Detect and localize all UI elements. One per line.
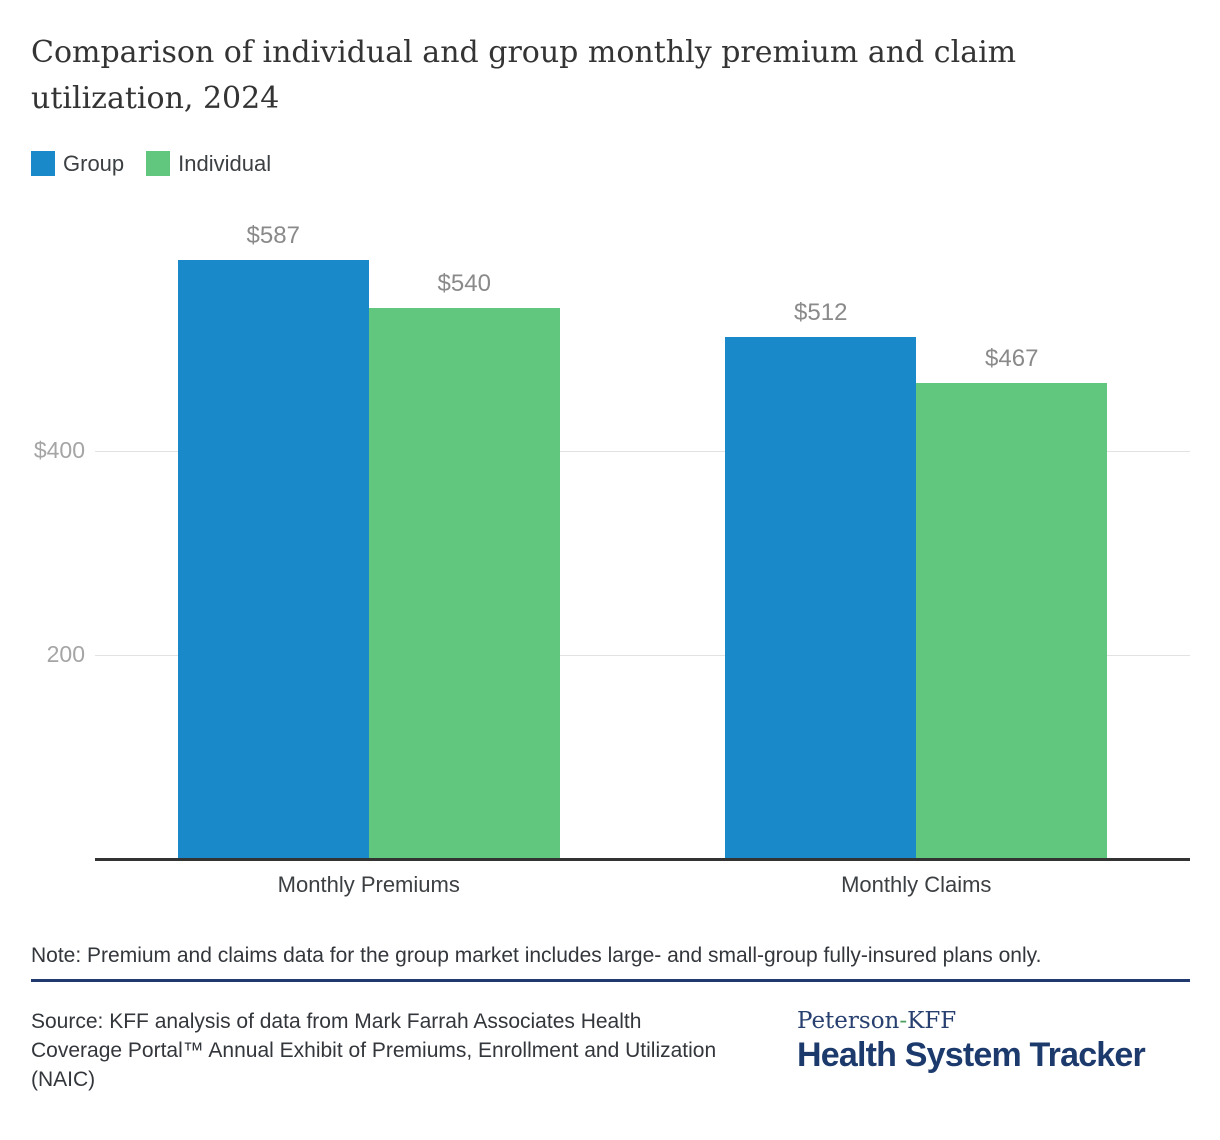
gridline-200: [95, 654, 1190, 656]
bar-value-label: $587: [246, 222, 300, 250]
bar-individual-1: [916, 382, 1108, 859]
divider-rule: [31, 979, 1190, 982]
bar-group-1: [725, 336, 917, 859]
legend-item-individual: Individual: [146, 151, 271, 176]
bar-chart: 200 $400 $587 $540 Monthly Premiums $512 $467 M…: [33, 222, 1190, 897]
chart-legend: Group Individual: [31, 151, 271, 176]
brand-peterson: Peterson: [797, 1008, 900, 1034]
brand-peterson-kff: Peterson-KFF: [797, 1008, 1145, 1034]
y-axis-tick-400: $400: [33, 437, 85, 463]
chart-source: Source: KFF analysis of data from Mark F…: [31, 1010, 717, 1091]
x-axis-label-0: Monthly Premiums: [277, 872, 460, 897]
x-axis-line: [95, 857, 1190, 861]
bar-group-0: [177, 260, 369, 859]
brand-health-system-tracker: Health System Tracker: [797, 1036, 1146, 1074]
x-axis-label-1: Monthly Claims: [841, 872, 992, 897]
y-axis-tick-200: 200: [46, 641, 85, 667]
legend-item-group: Group: [31, 151, 124, 176]
brand-logo: Peterson-KFF Health System Tracker: [797, 1008, 1146, 1075]
bar-individual-0: [368, 308, 560, 859]
chart-title: Comparison of individual and group month…: [31, 35, 1017, 116]
bar-value-label: $467: [985, 344, 1039, 372]
bar-value-label: $540: [437, 270, 491, 298]
legend-label-group: Group: [63, 151, 125, 176]
legend-swatch-individual-icon: [146, 151, 171, 176]
chart-note: Note: Premium and claims data for the gr…: [31, 944, 1042, 967]
brand-hyphen: -: [899, 1008, 908, 1034]
legend-label-individual: Individual: [178, 151, 272, 176]
brand-kff: KFF: [907, 1008, 957, 1034]
legend-swatch-group-icon: [31, 151, 55, 176]
bar-value-label: $512: [794, 298, 848, 326]
gridline-400: [95, 450, 1190, 452]
